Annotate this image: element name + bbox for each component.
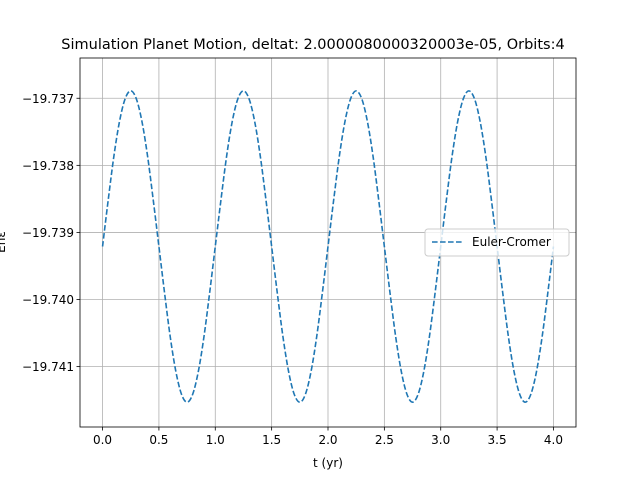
x-tick-label: 2.5	[375, 433, 394, 447]
y-tick-label: −19.740	[22, 293, 74, 307]
legend-label-euler-cromer: Euler-Cromer	[472, 235, 551, 249]
y-axis-ticks: −19.741 −19.740 −19.739 −19.738 −19.737	[22, 92, 80, 374]
chart-title: Simulation Planet Motion, deltat: 2.0000…	[61, 37, 564, 53]
y-tick-label: −19.738	[22, 159, 74, 173]
x-tick-label: 0.0	[93, 433, 112, 447]
y-tick-label: −19.741	[22, 360, 74, 374]
series-line-euler-cromer	[101, 90, 555, 403]
x-tick-label: 2.0	[318, 433, 337, 447]
x-tick-label: 3.5	[488, 433, 507, 447]
x-axis-label: t (yr)	[313, 456, 343, 470]
data-layer	[101, 90, 555, 403]
x-tick-label: 0.5	[149, 433, 168, 447]
legend: Euler-Cromer	[424, 228, 570, 257]
x-tick-label: 1.5	[262, 433, 281, 447]
legend-box	[424, 228, 570, 257]
y-axis-label: Enε	[0, 231, 8, 253]
x-tick-label: 3.0	[431, 433, 450, 447]
x-tick-label: 1.0	[206, 433, 225, 447]
x-axis-ticks: 0.0 0.5 1.0 1.5 2.0 2.5 3.0 3.5 4.0	[93, 427, 563, 447]
y-tick-label: −19.737	[22, 92, 74, 106]
x-tick-label: 4.0	[544, 433, 563, 447]
y-tick-label: −19.739	[22, 226, 74, 240]
